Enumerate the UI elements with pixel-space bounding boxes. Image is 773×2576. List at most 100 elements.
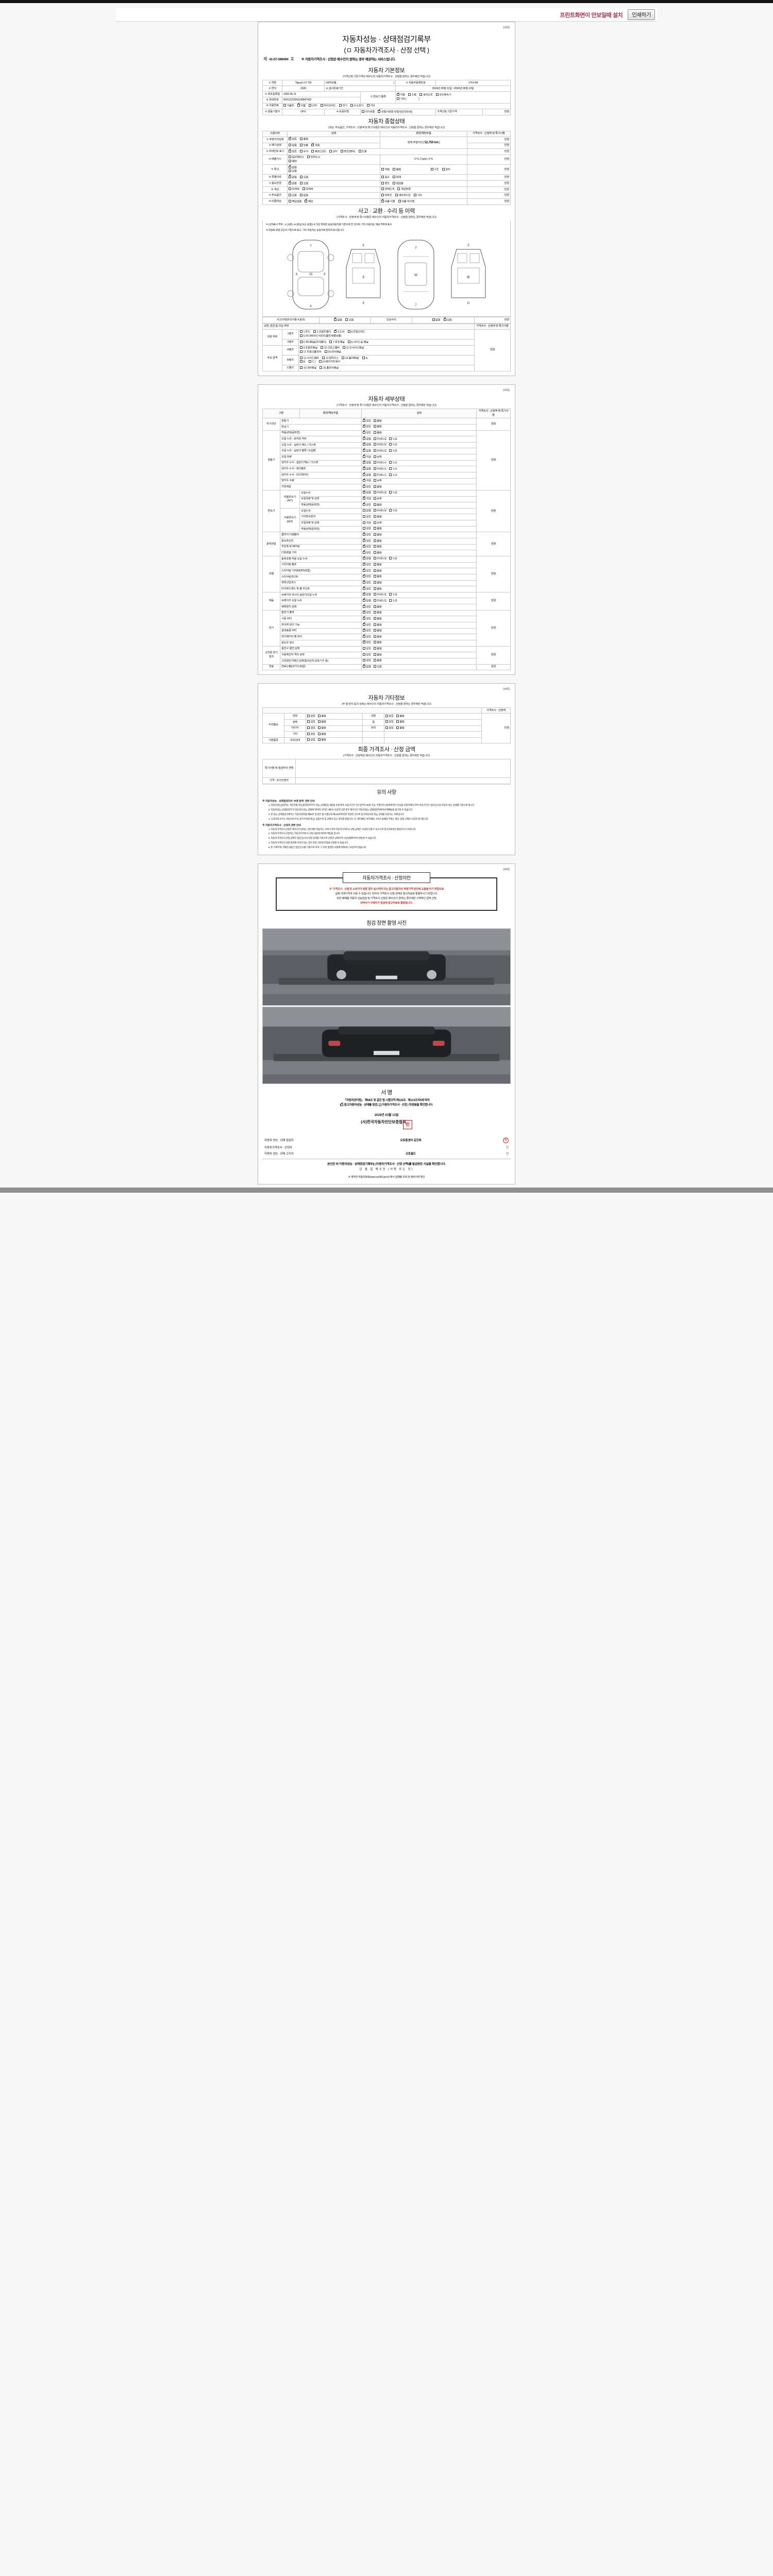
checkbox-icon[interactable]: [363, 622, 366, 626]
part-pillar-panel[interactable]: 14.필러패널(: [342, 356, 359, 361]
checkbox-icon[interactable]: [381, 193, 384, 196]
special-none[interactable]: 없음: [289, 175, 297, 180]
detail-opt-1-6-1[interactable]: 미세누수: [373, 467, 386, 471]
checkbox-icon[interactable]: [300, 144, 303, 147]
checkbox-icon[interactable]: [373, 581, 376, 584]
fuel-opt-other[interactable]: 기타: [366, 104, 375, 108]
detail-opt-1-4-0[interactable]: 적정: [363, 454, 371, 460]
vin-damaged[interactable]: 훼손(오손): [311, 149, 326, 154]
checkbox-icon[interactable]: [363, 653, 366, 656]
checkbox-icon[interactable]: [363, 430, 366, 434]
etc-opt-4-0[interactable]: 양호: [307, 738, 315, 742]
detail-opt-3-0-0[interactable]: 양호: [363, 532, 371, 537]
etc-opt2-2-0[interactable]: 양호: [385, 726, 394, 731]
checkbox-icon[interactable]: [442, 167, 445, 171]
checkbox-icon[interactable]: [396, 720, 399, 723]
checkbox-icon[interactable]: [300, 366, 303, 369]
checkbox-icon[interactable]: [373, 431, 376, 434]
special-fire[interactable]: 화재: [393, 175, 401, 180]
detail-opt-5-0-2[interactable]: 누유: [389, 593, 397, 597]
checkbox-icon[interactable]: [373, 497, 376, 500]
detail-opt-5-1-2[interactable]: 누유: [389, 599, 397, 603]
detail-opt-7-2-1[interactable]: 불량: [373, 659, 382, 663]
checkbox-icon[interactable]: [347, 340, 350, 343]
checkbox-icon[interactable]: [389, 443, 392, 446]
checkbox-icon[interactable]: [307, 738, 310, 741]
detail-opt-1-6-2[interactable]: 누수: [389, 467, 397, 471]
detail-opt-6-3-1[interactable]: 불량: [373, 629, 382, 633]
checkbox-icon[interactable]: [320, 366, 323, 369]
detail-opt-1-8-1[interactable]: 부족: [373, 479, 382, 483]
detail-opt-3-3-0[interactable]: 양호: [363, 550, 371, 555]
detail-opt-4-3-1[interactable]: 불량: [373, 575, 382, 579]
detail-opt-1-2-2[interactable]: 누유: [389, 443, 397, 447]
checkbox-icon[interactable]: [366, 104, 369, 107]
checkbox-icon[interactable]: [397, 188, 400, 191]
checkbox-icon[interactable]: [311, 149, 314, 152]
checkbox-icon[interactable]: [373, 551, 376, 554]
checkbox-icon[interactable]: [363, 574, 366, 578]
etc-opt-2-1[interactable]: 불량: [317, 726, 326, 731]
detail-opt-3-2-0[interactable]: 양호: [363, 545, 371, 549]
detail-opt-1-8-0[interactable]: 적정: [363, 479, 371, 483]
detail-opt-2-3-0[interactable]: 없음: [363, 509, 371, 513]
vin-corrosion[interactable]: 부식: [300, 149, 308, 154]
detail-opt-4-0-1[interactable]: 미세누유: [373, 557, 386, 561]
part-cross-member[interactable]: 10.크로스멤버: [321, 346, 340, 350]
checkbox-icon[interactable]: [385, 714, 388, 717]
checkbox-icon[interactable]: [362, 110, 364, 113]
checkbox-icon[interactable]: [373, 587, 376, 590]
checkbox-icon[interactable]: [373, 605, 376, 608]
detail-opt-7-1-0[interactable]: 양호: [363, 653, 371, 657]
checkbox-icon[interactable]: [322, 356, 325, 359]
checkbox-icon[interactable]: [373, 419, 376, 422]
checkbox-icon[interactable]: [378, 109, 381, 113]
checkbox-icon[interactable]: [363, 634, 366, 638]
part-front-panel[interactable]: 9.프론트패널: [300, 346, 317, 350]
trans-opt-cvt[interactable]: 무단변속기: [435, 93, 451, 97]
detail-opt-6-3-0[interactable]: 양호: [363, 629, 371, 633]
etc-opt2-1-0[interactable]: 양호: [385, 720, 394, 724]
checkbox-icon[interactable]: [289, 193, 291, 196]
color-changed[interactable]: 색상변경: [397, 188, 411, 192]
checkbox-icon[interactable]: [363, 592, 366, 596]
detail-opt-3-0-1[interactable]: 불량: [373, 533, 382, 537]
checkbox-icon[interactable]: [334, 317, 337, 321]
checkbox-icon[interactable]: [313, 330, 316, 333]
checkbox-icon[interactable]: [363, 479, 366, 482]
tuning-structure[interactable]: 구조: [430, 167, 439, 172]
detail-opt-4-2-1[interactable]: 불량: [373, 569, 382, 573]
special-yes[interactable]: 있음: [300, 175, 308, 180]
detail-opt-0-0-1[interactable]: 불량: [373, 419, 382, 423]
usage-commercial[interactable]: 영업용: [393, 181, 404, 186]
detail-opt-2-1-0[interactable]: 적정: [363, 496, 371, 501]
part-door[interactable]: 3.도어: [334, 330, 344, 334]
checkbox-icon[interactable]: [363, 484, 366, 488]
checkbox-icon[interactable]: [283, 104, 286, 107]
part-trunk-lid[interactable]: 4.트렁크리드: [347, 330, 365, 334]
checkbox-icon[interactable]: [363, 496, 366, 500]
checkbox-icon[interactable]: [373, 467, 376, 470]
checkbox-icon[interactable]: [363, 616, 366, 620]
detail-opt-6-1-0[interactable]: 양호: [363, 616, 371, 621]
detail-opt-1-3-1[interactable]: 미세누유: [373, 449, 386, 453]
detail-opt-5-1-0[interactable]: 없음: [363, 598, 371, 603]
state-good[interactable]: 양호: [289, 137, 297, 142]
recall-done[interactable]: 리콜 이행: [381, 199, 395, 204]
checkbox-icon[interactable]: [389, 437, 392, 440]
checkbox-icon[interactable]: [389, 467, 392, 470]
checkbox-icon[interactable]: [373, 641, 376, 644]
color-full-paint[interactable]: 전체도색: [381, 188, 394, 192]
tuning-none[interactable]: 없음: [289, 165, 297, 170]
etc-opt-2-0[interactable]: 양호: [307, 726, 315, 731]
checkbox-icon[interactable]: [363, 418, 366, 422]
detail-opt-4-5-1[interactable]: 불량: [373, 587, 382, 591]
checkbox-icon[interactable]: [363, 425, 366, 428]
checkbox-icon[interactable]: [363, 629, 366, 632]
detail-opt-7-2-0[interactable]: 양호: [363, 659, 371, 663]
part-inside-panel[interactable]: 11.인사이드패널: [343, 346, 364, 350]
checkbox-icon[interactable]: [373, 545, 376, 548]
detail-opt-3-1-0[interactable]: 양호: [363, 538, 371, 544]
checkbox-icon[interactable]: [363, 556, 366, 560]
option-navigation[interactable]: 네비게이션: [395, 193, 411, 198]
